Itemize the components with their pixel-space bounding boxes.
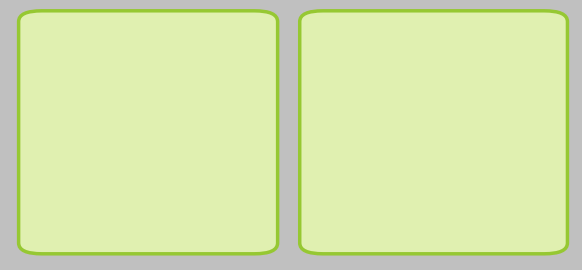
Bar <box>313 24 334 61</box>
Text: Un axe Y: Un axe Y <box>118 35 179 49</box>
Bar <box>533 24 554 61</box>
Bar <box>31 24 55 61</box>
Text: Deux axes Y: Deux axes Y <box>391 35 476 49</box>
